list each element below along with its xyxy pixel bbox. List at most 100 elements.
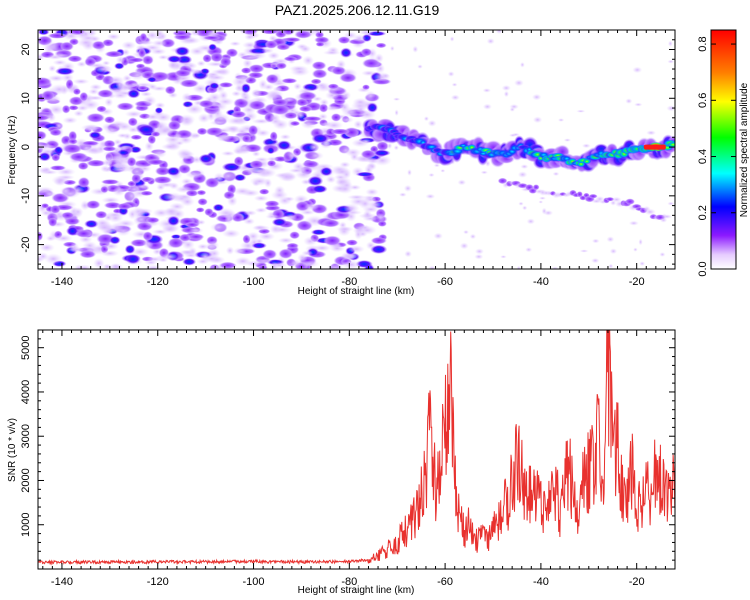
spectrogram-noise-blob bbox=[509, 107, 515, 112]
spectrogram-noise-blob bbox=[219, 261, 237, 269]
spectrogram-noise-blob bbox=[112, 186, 126, 197]
spectrogram-noise-blob bbox=[77, 176, 90, 188]
spectrogram-noise-blob bbox=[294, 30, 313, 39]
spectrogram-noise-blob bbox=[352, 34, 367, 43]
spectrogram-noise-blob bbox=[423, 116, 429, 122]
spectrogram-noise-blob bbox=[200, 68, 210, 75]
spectrogram-noise-blob bbox=[266, 160, 277, 167]
spectrogram-noise-blob bbox=[639, 261, 646, 266]
spectrogram-noise-blob bbox=[116, 133, 129, 139]
spectrogram-noise-blob bbox=[167, 215, 180, 227]
spectrogram-noise-blob bbox=[67, 246, 87, 253]
spectrogram-noise-blob bbox=[185, 170, 204, 179]
spectrogram-noise-blob bbox=[133, 214, 150, 225]
spectrogram-noise-blob bbox=[500, 255, 507, 259]
spectrogram-noise-blob bbox=[86, 112, 106, 123]
spectrogram-noise-blob bbox=[181, 37, 201, 45]
spectrogram-noise-blob bbox=[351, 139, 370, 148]
spectrogram-noise-blob bbox=[197, 198, 208, 206]
spectrogram-noise-blob bbox=[230, 110, 247, 119]
spectrogram-noise-blob bbox=[196, 127, 208, 136]
spectrogram-noise-blob bbox=[101, 196, 120, 204]
colorbar-tick-label: 0.4 bbox=[697, 149, 709, 164]
spectrogram-noise-blob bbox=[332, 167, 352, 177]
spectrogram-noise-blob bbox=[42, 166, 52, 173]
snr-x-tick-label: -60 bbox=[437, 576, 453, 588]
spectrogram-noise-blob bbox=[226, 117, 247, 125]
spectrogram-noise-blob bbox=[197, 113, 211, 124]
spectrogram-noise-blob bbox=[234, 84, 244, 92]
spectrogram-noise-blob bbox=[319, 98, 329, 106]
snr-x-tick-label: -120 bbox=[147, 576, 169, 588]
spectrogram-noise-blob bbox=[163, 192, 184, 202]
spectrogram-noise-blob bbox=[49, 165, 67, 171]
spectrogram-noise-blob bbox=[311, 61, 327, 70]
spectrogram-noise-blob bbox=[161, 253, 178, 261]
spectrogram-noise-blob bbox=[633, 247, 638, 252]
spectrogram-noise-blob bbox=[125, 254, 141, 265]
spectrogram-noise-blob bbox=[178, 150, 195, 159]
spectrogram-noise-blob bbox=[289, 231, 300, 240]
spectrogram-noise-blob bbox=[340, 47, 352, 58]
spectrogram-noise-blob bbox=[144, 264, 162, 269]
snr-y-tick-label: 2000 bbox=[20, 468, 32, 492]
spectrogram-noise-blob bbox=[77, 161, 89, 171]
spectrogram-noise-blob bbox=[104, 50, 124, 58]
spectrogram-noise-blob bbox=[319, 166, 333, 177]
spectrogram-noise-blob bbox=[121, 48, 130, 56]
spectrogram-noise-blob bbox=[254, 207, 268, 213]
spectrogram-noise-blob bbox=[283, 37, 302, 43]
spectrogram-noise-blob bbox=[49, 84, 69, 95]
spectrogram-noise-blob bbox=[393, 145, 399, 151]
spectrogram-noise-blob bbox=[325, 175, 336, 184]
spectrogram-noise-blob bbox=[185, 103, 204, 115]
spectrogram-noise-blob bbox=[668, 40, 673, 47]
spectrogram-noise-blob bbox=[552, 171, 560, 176]
snr-x-tick-label: -140 bbox=[51, 576, 73, 588]
spectrogram-noise-blob bbox=[67, 55, 83, 63]
spectrogram-noise-blob bbox=[284, 213, 298, 221]
spectrogram-noise-blob bbox=[262, 249, 278, 260]
spectrogram-noise-blob bbox=[387, 142, 393, 150]
spectrogram-noise-blob bbox=[298, 105, 313, 113]
spectrogram-noise-blob bbox=[447, 71, 455, 77]
spectrogram-noise-blob bbox=[83, 146, 103, 155]
spectrogram-noise-blob bbox=[404, 250, 412, 258]
spectrogram-noise-blob bbox=[241, 134, 252, 143]
spectrogram-noise-blob bbox=[451, 82, 458, 87]
spectrogram-noise-blob bbox=[173, 133, 182, 140]
spectrogram-noise-blob bbox=[265, 73, 279, 84]
spectrogram-noise-blob bbox=[114, 62, 125, 70]
spectrogram-noise-blob bbox=[270, 190, 289, 200]
spectrogram-noise-blob bbox=[459, 242, 469, 250]
spectrogram-noise-blob bbox=[137, 47, 147, 58]
snr-y-tick-label: 4000 bbox=[20, 380, 32, 404]
spectrogram-noise-blob bbox=[272, 86, 283, 92]
spectrogram-noise-blob bbox=[38, 186, 55, 195]
spectrogram-noise-blob bbox=[375, 42, 387, 49]
spectrogram-noise-blob bbox=[163, 207, 180, 216]
spectrogram-noise-blob bbox=[253, 195, 269, 202]
spectrogram-noise-blob bbox=[370, 244, 388, 254]
spectrogram-noise-blob bbox=[450, 94, 460, 101]
spectrogram-noise-blob bbox=[522, 205, 528, 211]
spectrogram-noise-blob bbox=[154, 102, 166, 109]
spectrogram-noise-blob bbox=[457, 179, 467, 186]
spectrogram-noise-blob bbox=[324, 105, 341, 112]
spectrogram-noise-blob bbox=[196, 60, 206, 67]
spectrogram-noise-blob bbox=[307, 175, 324, 187]
spectrogram-noise-blob bbox=[279, 134, 291, 140]
spectrogram-noise-blob bbox=[172, 30, 191, 37]
spectrogram-noise-blob bbox=[428, 265, 436, 269]
spectrogram-noise-blob bbox=[145, 217, 160, 224]
spectrogram-noise-blob bbox=[240, 92, 252, 103]
spectrogram-noise-blob bbox=[518, 201, 524, 206]
spectrogram-noise-blob bbox=[269, 261, 279, 269]
spectrogram-noise-blob bbox=[376, 212, 385, 223]
spectrogram-noise-blob bbox=[251, 151, 261, 157]
spectrogram-noise-blob bbox=[216, 133, 233, 142]
spectrogram-y-tick-label: 10 bbox=[20, 92, 32, 104]
spectrogram-noise-blob bbox=[79, 91, 89, 102]
spectrogram-noise-blob bbox=[365, 90, 376, 102]
spectrogram-noise-blob bbox=[44, 253, 63, 265]
